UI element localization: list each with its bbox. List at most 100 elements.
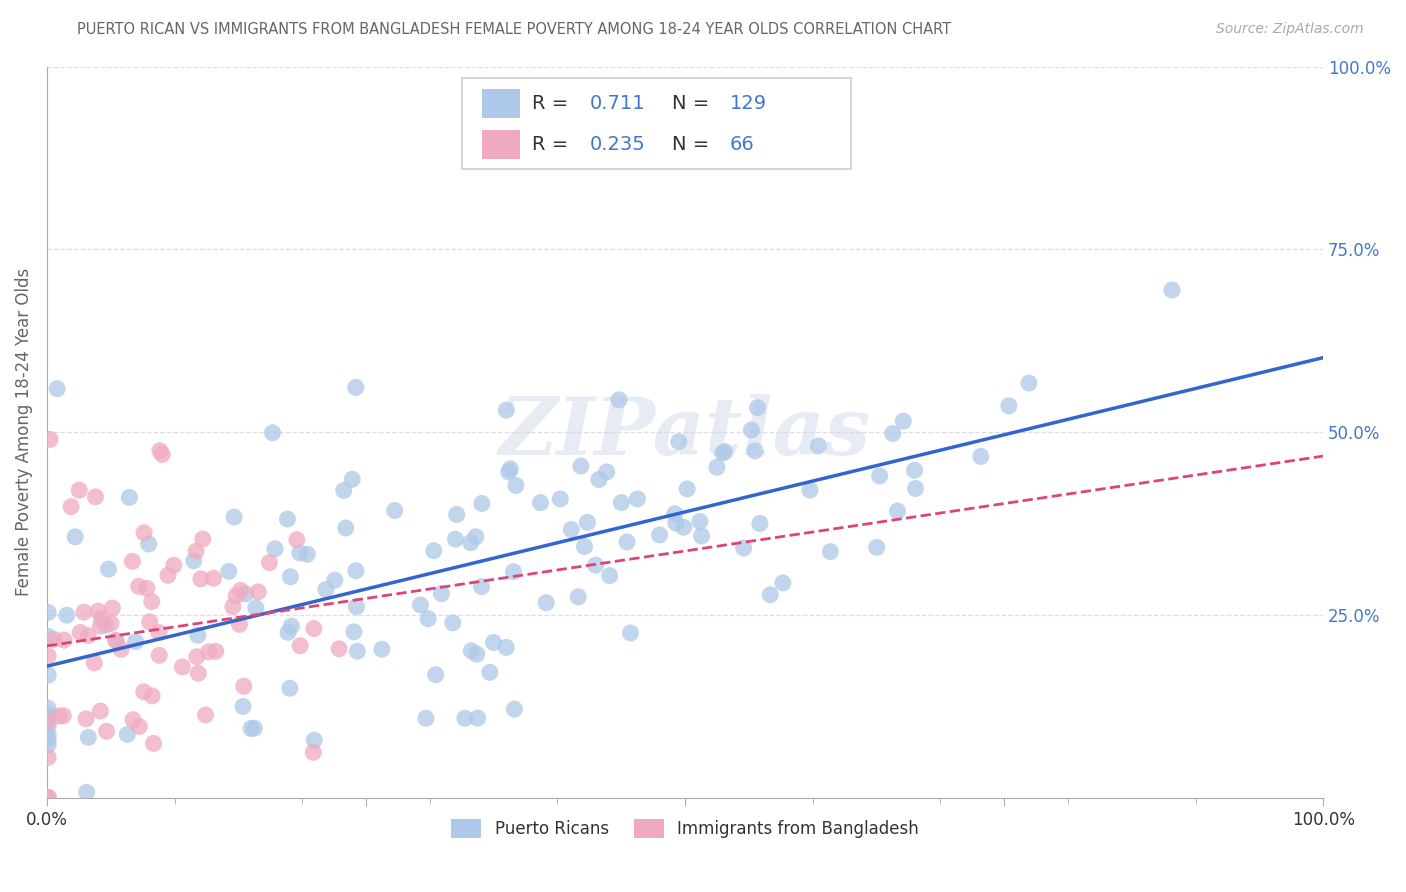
Point [77,629,100,643]
Point [89,619,111,633]
Point [422,543,444,558]
Point [886,504,908,518]
Point [619,626,641,640]
Point [498,465,520,479]
Point [464,530,486,544]
Point [820,544,842,558]
Point [676,482,699,496]
Point [118,491,141,505]
Point [37,738,59,752]
Point [430,586,453,600]
Point [97,562,120,576]
Point [744,444,766,458]
Point [576,516,599,530]
Point [302,622,325,636]
Point [482,635,505,649]
Point [132,525,155,540]
Point [278,681,301,696]
Point [607,392,630,407]
Text: 0.235: 0.235 [589,136,645,154]
Point [560,523,582,537]
Point [596,465,619,479]
Point [190,572,212,586]
Point [807,439,830,453]
Point [110,642,132,657]
Point [191,532,214,546]
Point [87,604,110,618]
Point [184,544,207,558]
Point [37,712,59,726]
Point [465,647,488,661]
Legend: Puerto Ricans, Immigrants from Bangladesh: Puerto Ricans, Immigrants from Banglades… [444,813,925,845]
Point [772,575,794,590]
Point [55,608,77,623]
Point [37,714,59,729]
Point [37,668,59,682]
Point [240,722,263,736]
Point [569,459,592,474]
Point [228,617,250,632]
Point [163,558,186,573]
Point [83,656,105,670]
Point [460,644,482,658]
Point [280,619,302,633]
Point [706,460,728,475]
Point [67,483,90,498]
Point [471,580,494,594]
Point [304,733,326,747]
Point [202,571,225,585]
Point [37,719,59,733]
Point [60,500,83,514]
Point [156,568,179,582]
Point [148,625,170,640]
FancyBboxPatch shape [461,78,851,169]
Point [259,556,281,570]
Point [222,510,245,524]
Text: N =: N = [672,136,716,154]
Point [668,434,690,449]
Point [288,639,311,653]
Point [84,490,107,504]
Point [891,414,914,428]
Point [142,736,165,750]
Point [444,532,467,546]
Point [529,496,551,510]
Point [132,685,155,699]
Point [415,711,437,725]
Point [297,547,319,561]
Point [495,640,517,655]
Point [39,433,62,447]
Point [243,721,266,735]
Point [689,515,711,529]
Point [172,660,194,674]
Point [343,624,366,639]
Point [585,558,607,573]
Point [903,463,925,477]
Point [37,629,59,643]
Point [247,584,270,599]
Point [232,679,254,693]
Point [53,633,76,648]
Point [740,423,762,437]
Point [229,583,252,598]
Point [94,618,117,632]
Point [222,599,245,614]
Point [882,426,904,441]
Point [149,443,172,458]
Point [124,634,146,648]
Point [616,535,638,549]
Point [344,564,367,578]
Point [37,728,59,742]
Point [711,446,734,460]
Point [48,709,70,723]
Point [187,666,209,681]
Point [478,665,501,680]
Point [204,644,226,658]
Point [89,704,111,718]
Point [187,628,209,642]
Point [198,645,221,659]
Point [503,702,526,716]
Point [610,495,633,509]
Point [1018,376,1040,391]
Point [69,625,91,640]
